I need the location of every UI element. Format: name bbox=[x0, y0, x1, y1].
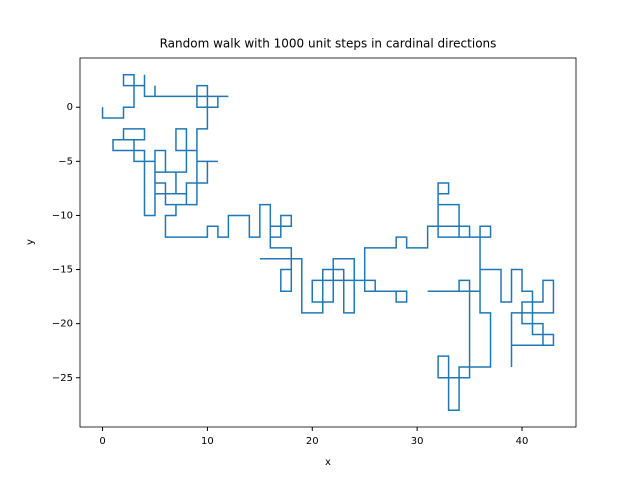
x-tick-label: 30 bbox=[411, 436, 424, 447]
x-tick-label: 20 bbox=[306, 436, 319, 447]
y-tick-label: −20 bbox=[52, 319, 73, 330]
y-tick-label: −5 bbox=[58, 156, 73, 167]
chart-title: Random walk with 1000 unit steps in card… bbox=[160, 37, 497, 51]
y-tick-label: −25 bbox=[52, 373, 73, 384]
plot-frame bbox=[79, 57, 577, 428]
y-tick-label: −15 bbox=[52, 265, 73, 276]
x-tick-label: 40 bbox=[516, 436, 529, 447]
walk-line bbox=[101, 74, 555, 411]
x-axis-label: x bbox=[325, 457, 331, 468]
y-tick-label: −10 bbox=[52, 210, 73, 221]
x-tick-label: 0 bbox=[99, 436, 105, 447]
y-axis-label: y bbox=[25, 239, 36, 245]
x-tick-label: 10 bbox=[201, 436, 214, 447]
y-tick-label: 0 bbox=[67, 102, 73, 113]
